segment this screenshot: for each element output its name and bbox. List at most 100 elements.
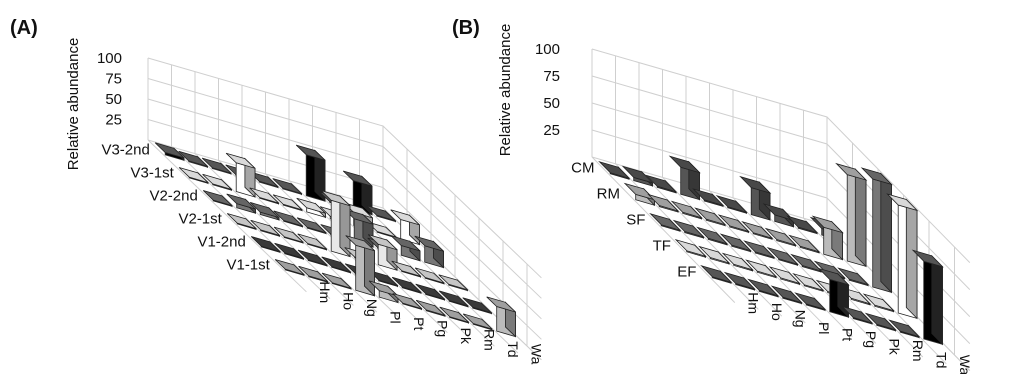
- bar-top: [415, 299, 446, 316]
- bar: [462, 297, 492, 315]
- bar-top: [178, 167, 209, 183]
- bar: [225, 152, 256, 198]
- bar: [226, 193, 256, 215]
- category-label: Ng: [364, 299, 380, 317]
- bar-top: [770, 285, 803, 304]
- bar-top: [694, 207, 727, 226]
- bar-top: [745, 259, 778, 278]
- category-label: Pg: [435, 320, 451, 337]
- bar-top: [439, 306, 469, 323]
- bar-top: [911, 249, 944, 268]
- bar-top: [768, 266, 801, 285]
- panel-b-ylabel: Relative abundance: [497, 24, 514, 157]
- bar: [368, 280, 399, 304]
- bar-top: [415, 283, 445, 300]
- bar-top: [721, 252, 754, 271]
- bar-top: [674, 238, 707, 258]
- bar-top: [296, 197, 326, 214]
- bar-top: [762, 203, 795, 222]
- row-label: V2-2nd: [149, 187, 197, 204]
- category-label: Pk: [458, 328, 474, 345]
- category-label: Wa: [529, 344, 545, 365]
- bar-top: [811, 215, 844, 234]
- floor-line: [591, 156, 736, 303]
- bar-top: [715, 194, 748, 214]
- bar-top: [391, 260, 421, 277]
- y-tick-label: 50: [105, 91, 122, 108]
- bar: [273, 226, 304, 244]
- bar: [366, 205, 396, 223]
- panel-a-bars: [154, 142, 516, 338]
- bar: [414, 267, 445, 285]
- bar-top: [414, 267, 445, 284]
- bar: [862, 293, 895, 313]
- bar: [747, 278, 780, 298]
- category-label: Pl: [816, 322, 832, 334]
- bar-top: [250, 219, 280, 236]
- bar: [178, 167, 209, 185]
- bar: [770, 285, 803, 305]
- bar-top: [696, 226, 729, 245]
- bar: [841, 305, 874, 325]
- bar-top: [462, 297, 492, 314]
- bar: [178, 150, 208, 169]
- bar-side: [854, 168, 867, 268]
- bar: [764, 227, 797, 247]
- bar-top: [202, 190, 233, 206]
- bar-top: [392, 293, 422, 309]
- bar-top: [368, 280, 399, 297]
- bar: [202, 173, 232, 192]
- bar: [719, 233, 752, 253]
- bar: [860, 167, 893, 294]
- bar-top: [249, 187, 279, 204]
- bar-top: [668, 155, 701, 174]
- bar: [698, 245, 731, 265]
- y-tick-label: 100: [97, 50, 122, 67]
- bar: [392, 293, 422, 311]
- floor-line: [359, 200, 519, 354]
- bar: [367, 234, 398, 272]
- panel-b-bars: [598, 155, 944, 346]
- category-label: Wa: [957, 355, 973, 374]
- bar: [462, 313, 493, 331]
- bar: [645, 174, 678, 194]
- bar: [745, 259, 778, 279]
- bar: [794, 292, 827, 312]
- row-label: EF: [677, 264, 696, 281]
- bar: [274, 242, 304, 261]
- bar: [390, 235, 421, 262]
- bar-top: [764, 227, 797, 246]
- panel-a-yticks: 25 50 75 100: [97, 50, 122, 129]
- bar-side: [931, 254, 943, 346]
- bar-top: [741, 220, 774, 240]
- bar: [297, 249, 328, 267]
- row-label: V1-2nd: [197, 233, 245, 250]
- bar-top: [298, 265, 328, 282]
- floor-line: [638, 170, 783, 317]
- bar: [295, 144, 326, 203]
- bar-top: [297, 233, 327, 250]
- floor-line: [662, 177, 806, 324]
- bar: [888, 319, 921, 339]
- row-label: RM: [597, 186, 620, 203]
- bar-top: [321, 256, 351, 273]
- bar-top: [794, 292, 827, 311]
- bar: [439, 306, 469, 324]
- row-label: TF: [653, 238, 671, 255]
- bar-top: [367, 234, 398, 251]
- bar-top: [366, 205, 396, 222]
- bar: [721, 252, 754, 272]
- floor-line: [147, 139, 307, 293]
- bar-top: [321, 272, 352, 289]
- bar: [414, 235, 444, 269]
- bar: [226, 213, 257, 231]
- y-tick-label: 75: [543, 68, 560, 85]
- bar: [811, 215, 844, 261]
- bar-top: [743, 240, 776, 259]
- bar-top: [792, 272, 825, 292]
- bar-top: [621, 165, 654, 184]
- bar-top: [295, 144, 326, 161]
- bar: [415, 299, 446, 318]
